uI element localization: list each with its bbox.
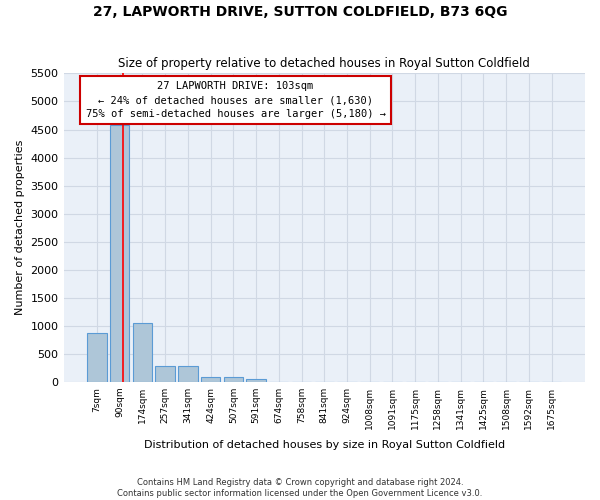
Bar	[133, 323, 152, 382]
Bar	[178, 366, 197, 382]
X-axis label: Distribution of detached houses by size in Royal Sutton Coldfield: Distribution of detached houses by size …	[144, 440, 505, 450]
Bar	[155, 366, 175, 382]
Text: 27, LAPWORTH DRIVE, SUTTON COLDFIELD, B73 6QG: 27, LAPWORTH DRIVE, SUTTON COLDFIELD, B7…	[93, 5, 507, 19]
Bar	[201, 378, 220, 382]
Bar	[247, 379, 266, 382]
Bar	[87, 332, 107, 382]
Title: Size of property relative to detached houses in Royal Sutton Coldfield: Size of property relative to detached ho…	[118, 56, 530, 70]
Text: Contains HM Land Registry data © Crown copyright and database right 2024.
Contai: Contains HM Land Registry data © Crown c…	[118, 478, 482, 498]
Text: 27 LAPWORTH DRIVE: 103sqm
← 24% of detached houses are smaller (1,630)
75% of se: 27 LAPWORTH DRIVE: 103sqm ← 24% of detac…	[86, 81, 386, 119]
Bar	[224, 378, 243, 382]
Y-axis label: Number of detached properties: Number of detached properties	[15, 140, 25, 316]
Bar	[110, 125, 130, 382]
